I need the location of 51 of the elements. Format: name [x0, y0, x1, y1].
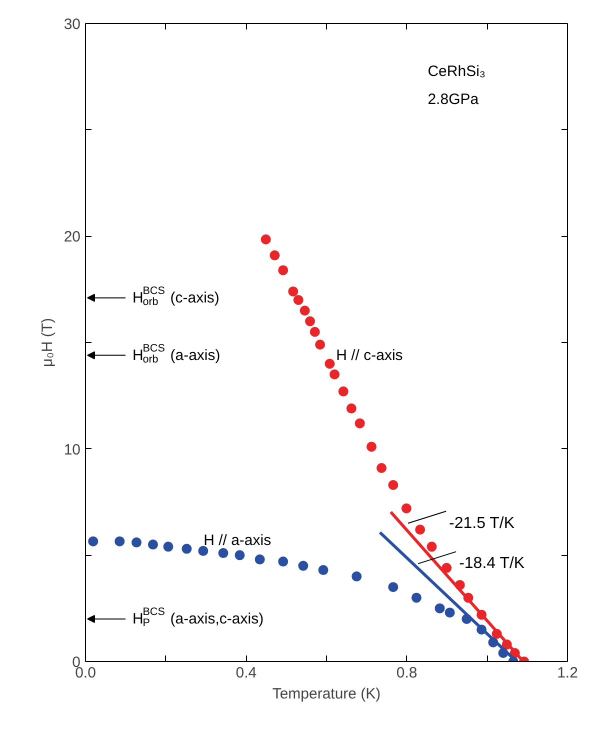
point [148, 540, 158, 550]
point [298, 560, 308, 571]
point [338, 386, 348, 396]
point [366, 442, 376, 452]
point [288, 286, 298, 296]
annotation: -18.4 T/K [459, 555, 525, 572]
point [254, 554, 265, 564]
point [182, 544, 192, 554]
point [88, 536, 98, 546]
x-tick-label: 0.4 [236, 664, 257, 682]
point [330, 369, 340, 380]
annotation: H // a-axis [204, 532, 272, 549]
point [278, 265, 288, 276]
x-tick-label: 1.2 [557, 664, 578, 682]
point [315, 340, 326, 350]
point [415, 524, 426, 535]
point [278, 556, 288, 567]
point [198, 546, 208, 556]
point [163, 542, 174, 552]
point [218, 548, 228, 558]
point [310, 326, 320, 337]
point [354, 418, 365, 428]
point [270, 250, 280, 260]
y-axis-title: μ₀H (T) [38, 318, 56, 368]
point [234, 550, 245, 560]
x-axis-title: Temperature (K) [272, 686, 381, 702]
point [401, 503, 412, 514]
point [444, 608, 455, 618]
point [260, 234, 271, 244]
point [318, 565, 328, 576]
point [114, 536, 125, 546]
y-tick-label: 30 [64, 16, 81, 33]
annotation: H // c-axis [336, 346, 403, 364]
point [132, 537, 142, 548]
point [300, 306, 310, 316]
y-tick-label: 20 [64, 228, 81, 246]
point [426, 542, 437, 552]
x-tick-label: 0.8 [396, 664, 418, 682]
point [305, 316, 316, 326]
point [388, 582, 398, 592]
point [388, 480, 398, 490]
point [346, 403, 356, 414]
point [376, 462, 387, 473]
point [434, 603, 445, 614]
y-tick-label: 10 [64, 441, 81, 458]
point [352, 571, 362, 582]
annotation: -21.5 T/K [449, 514, 515, 532]
point [293, 294, 304, 305]
point [324, 358, 335, 369]
annotation: CeRhSi₃ 2.8GPa [428, 62, 486, 108]
point [411, 592, 422, 603]
